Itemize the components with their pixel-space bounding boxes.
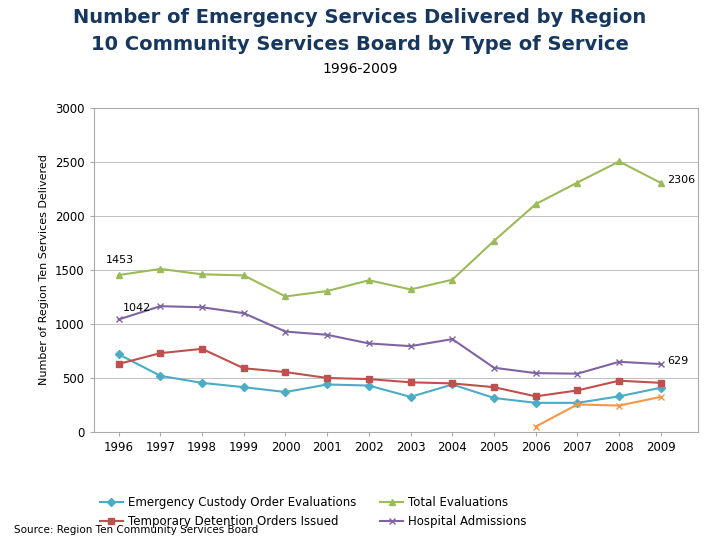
Emergency Custody Order Evaluations bbox=[615, 393, 624, 400]
Hospital Admissions bbox=[490, 364, 498, 371]
Total Evaluations bbox=[114, 272, 123, 278]
Temporary Detention Orders Issued bbox=[531, 393, 540, 400]
Line: Temporary Detention Orders Issued: Temporary Detention Orders Issued bbox=[115, 346, 664, 400]
Hospital Admissions bbox=[156, 303, 165, 309]
Emergency Custody Order Evaluations bbox=[323, 381, 331, 388]
Hospital Admissions bbox=[406, 343, 415, 349]
Temporary Detention Orders Issued bbox=[406, 379, 415, 386]
Total Evaluations bbox=[323, 288, 331, 294]
Temporary Detention Orders Issued bbox=[156, 350, 165, 356]
Emergency Custody Order Evaluations bbox=[657, 384, 665, 391]
Emergency Custody Order Evaluations bbox=[490, 395, 498, 401]
Temporary Detention Orders Issued bbox=[615, 377, 624, 384]
Hospital Admissions bbox=[364, 340, 373, 347]
Text: 2306: 2306 bbox=[667, 175, 696, 185]
Emergency Custody Order Evaluations bbox=[448, 381, 456, 388]
Hospital Admissions bbox=[240, 310, 248, 316]
Total Evaluations bbox=[364, 277, 373, 284]
Hospital Admissions bbox=[198, 304, 207, 310]
Line: Emergency Custody Order Evaluations: Emergency Custody Order Evaluations bbox=[115, 351, 664, 406]
Emergency Custody Order Evaluations bbox=[156, 373, 165, 379]
Total Evaluations bbox=[281, 293, 289, 300]
Emergency Custody Order Evaluations bbox=[364, 382, 373, 389]
Hospital Admissions bbox=[531, 370, 540, 376]
Temporary Detention Orders Issued bbox=[323, 375, 331, 381]
Total Evaluations bbox=[198, 271, 207, 278]
Text: 1996-2009: 1996-2009 bbox=[323, 62, 397, 76]
Hospital Admissions bbox=[114, 316, 123, 323]
Hospital Admissions bbox=[281, 328, 289, 335]
Total Evaluations bbox=[448, 276, 456, 283]
Temporary Detention Orders Issued bbox=[240, 365, 248, 372]
Emergency Custody Order Evaluations bbox=[531, 400, 540, 406]
Emergency Custody Order Evaluations bbox=[240, 384, 248, 390]
Total Evaluations bbox=[240, 272, 248, 279]
Text: 1042: 1042 bbox=[123, 303, 151, 313]
Total Evaluations bbox=[573, 179, 582, 186]
Total Evaluations bbox=[156, 266, 165, 272]
Text: Source: Region Ten Community Services Board: Source: Region Ten Community Services Bo… bbox=[14, 524, 258, 535]
Text: 629: 629 bbox=[667, 356, 688, 366]
Emergency Custody Order Evaluations bbox=[198, 380, 207, 386]
Text: 10 Community Services Board by Type of Service: 10 Community Services Board by Type of S… bbox=[91, 35, 629, 54]
Emergency Custody Order Evaluations bbox=[114, 351, 123, 357]
Emergency Custody Order Evaluations bbox=[406, 394, 415, 400]
Y-axis label: Number of Region Ten Services Delivered: Number of Region Ten Services Delivered bbox=[40, 154, 50, 386]
Hospital Admissions bbox=[573, 370, 582, 377]
Total Evaluations bbox=[490, 238, 498, 244]
Legend: Emergency Custody Order Evaluations, Temporary Detention Orders Issued, Total Ev: Emergency Custody Order Evaluations, Tem… bbox=[99, 496, 526, 528]
Temporary Detention Orders Issued bbox=[490, 384, 498, 390]
Total Evaluations bbox=[615, 158, 624, 165]
Hospital Admissions bbox=[448, 336, 456, 342]
Hospital Admissions bbox=[615, 359, 624, 365]
Temporary Detention Orders Issued bbox=[198, 346, 207, 352]
Line: Total Evaluations: Total Evaluations bbox=[115, 158, 664, 300]
Temporary Detention Orders Issued bbox=[114, 361, 123, 367]
Text: 1453: 1453 bbox=[106, 255, 134, 265]
Total Evaluations bbox=[531, 201, 540, 207]
Temporary Detention Orders Issued bbox=[657, 380, 665, 386]
Hospital Admissions bbox=[323, 332, 331, 338]
Total Evaluations bbox=[406, 286, 415, 293]
Temporary Detention Orders Issued bbox=[573, 387, 582, 394]
Text: Number of Emergency Services Delivered by Region: Number of Emergency Services Delivered b… bbox=[73, 8, 647, 27]
Temporary Detention Orders Issued bbox=[364, 376, 373, 382]
Emergency Custody Order Evaluations bbox=[281, 389, 289, 395]
Line: Hospital Admissions: Hospital Admissions bbox=[115, 303, 664, 377]
Temporary Detention Orders Issued bbox=[281, 369, 289, 375]
Total Evaluations bbox=[657, 180, 665, 186]
Hospital Admissions bbox=[657, 361, 665, 367]
Emergency Custody Order Evaluations bbox=[573, 400, 582, 406]
Temporary Detention Orders Issued bbox=[448, 380, 456, 387]
